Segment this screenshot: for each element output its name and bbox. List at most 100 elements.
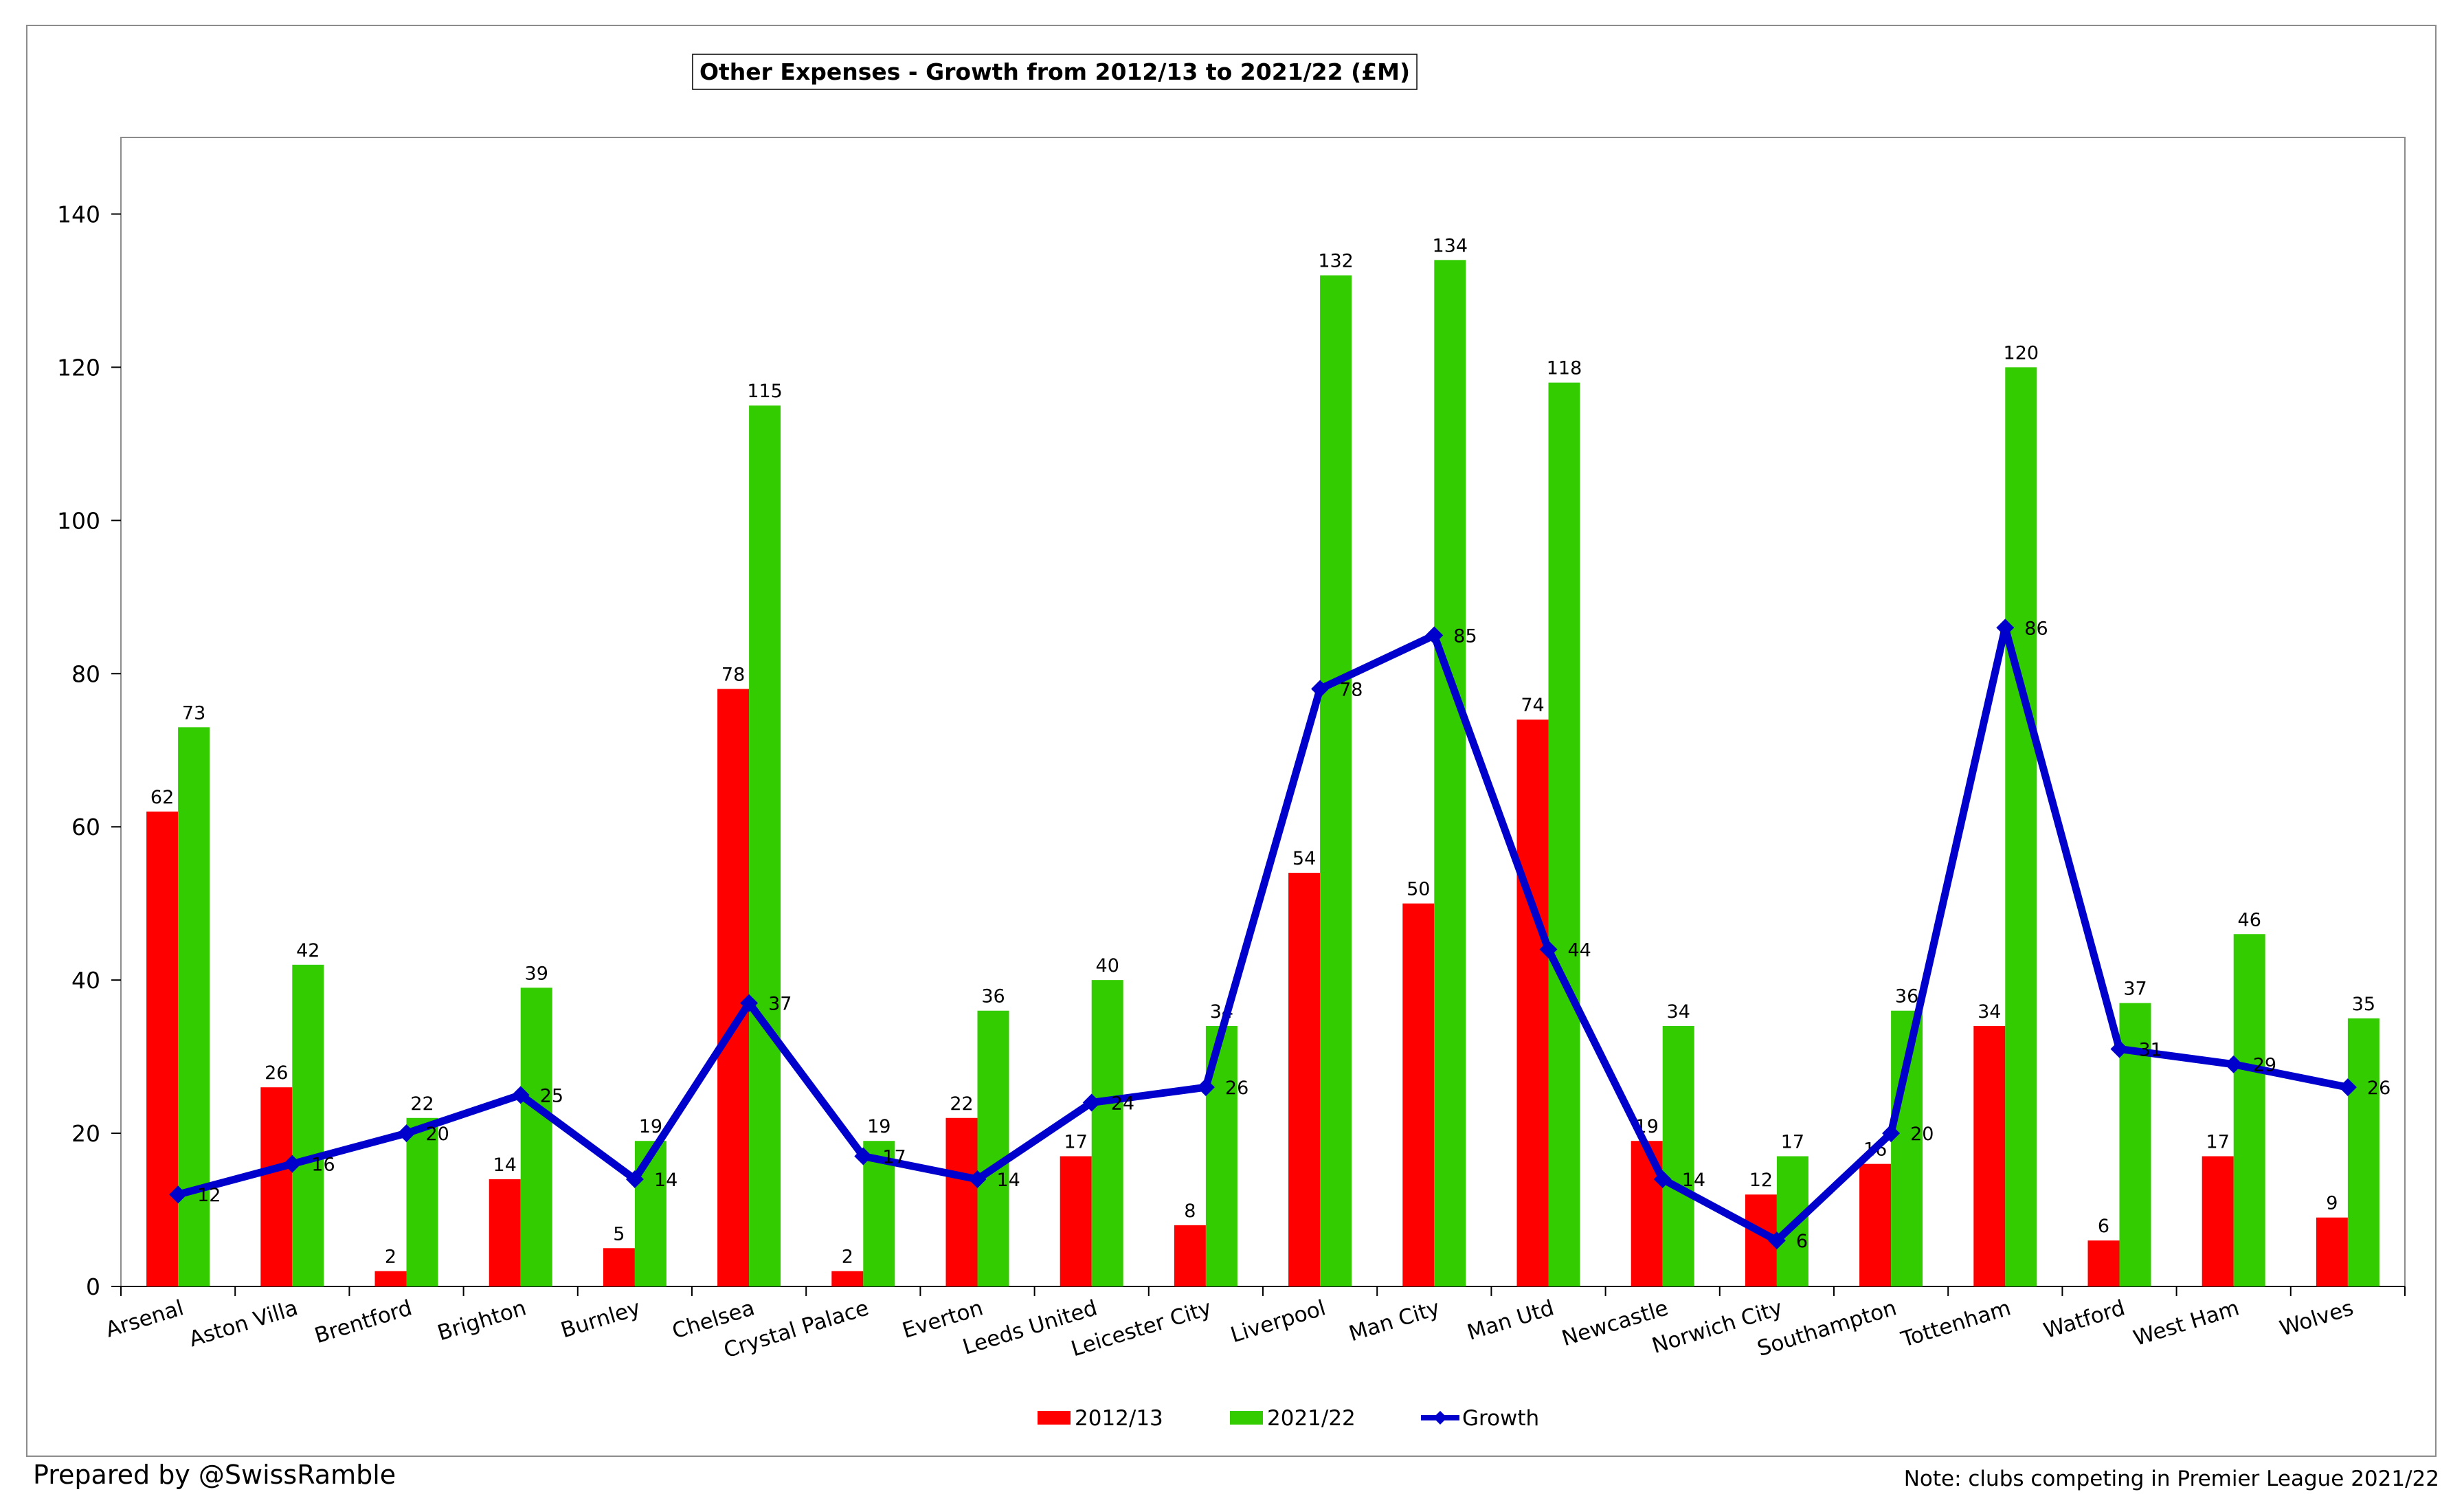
growth-data-label: 25 — [540, 1085, 563, 1106]
legend-marker — [1433, 1411, 1447, 1425]
bar-data-label: 2 — [385, 1247, 396, 1268]
bar-2012/13 — [717, 689, 750, 1286]
bar-2021/22 — [406, 1117, 438, 1286]
footer-credit: Prepared by @SwissRamble — [33, 1460, 396, 1490]
bar-data-label: 73 — [182, 702, 205, 724]
bar-2021/22 — [1548, 382, 1580, 1286]
bar-2021/22 — [749, 405, 781, 1287]
bar-data-label: 19 — [639, 1116, 662, 1137]
growth-data-label: 85 — [1453, 626, 1477, 647]
bar-2021/22 — [292, 964, 324, 1286]
legend-label: 2012/13 — [1075, 1406, 1163, 1431]
growth-marker — [1196, 1078, 1215, 1097]
bar-data-label: 14 — [493, 1155, 517, 1176]
bar-2012/13 — [2316, 1217, 2348, 1286]
growth-data-label: 37 — [768, 994, 792, 1015]
bar-2012/13 — [1288, 873, 1321, 1286]
growth-data-label: 24 — [1111, 1093, 1134, 1114]
bar-data-label: 12 — [1749, 1170, 1773, 1191]
bar-2021/22 — [520, 988, 552, 1286]
bar-data-label: 39 — [525, 963, 548, 984]
bar-2012/13 — [489, 1179, 521, 1286]
bar-data-label: 54 — [1292, 848, 1316, 869]
y-tick-label: 100 — [57, 507, 100, 534]
growth-data-label: 17 — [882, 1147, 906, 1168]
x-tick-label: Liverpool — [1228, 1295, 1329, 1348]
bar-2021/22 — [1662, 1026, 1694, 1286]
legend-swatch — [1038, 1411, 1071, 1425]
growth-marker — [1996, 618, 2015, 637]
y-tick-label: 120 — [57, 354, 100, 381]
chart-title-box — [692, 54, 1418, 90]
footer-note: Note: clubs competing in Premier League … — [1903, 1467, 2439, 1491]
x-tick-label: Man City — [1346, 1295, 1443, 1346]
y-tick-label: 80 — [71, 660, 100, 687]
growth-data-label: 26 — [1225, 1078, 1248, 1099]
bar-2012/13 — [2202, 1156, 2234, 1286]
growth-marker — [169, 1185, 188, 1204]
growth-marker — [2224, 1055, 2243, 1073]
y-tick-label: 0 — [86, 1273, 100, 1300]
growth-marker — [1539, 940, 1558, 959]
growth-marker — [1311, 680, 1330, 698]
x-tick-label: Arsenal — [103, 1295, 187, 1342]
bar-data-label: 17 — [1064, 1132, 1088, 1153]
growth-marker — [2338, 1078, 2357, 1097]
x-tick-label: Burnley — [558, 1295, 643, 1343]
bar-data-label: 17 — [2206, 1132, 2230, 1153]
growth-marker — [2110, 1040, 2129, 1058]
bar-data-label: 115 — [747, 381, 783, 402]
growth-data-label: 29 — [2253, 1055, 2276, 1076]
x-tick-label: Aston Villa — [186, 1295, 301, 1352]
growth-marker — [283, 1155, 302, 1173]
bar-data-label: 26 — [265, 1062, 288, 1084]
chart-title: Other Expenses - Growth from 2012/13 to … — [699, 58, 1410, 85]
growth-marker — [397, 1124, 416, 1143]
growth-data-label: 14 — [997, 1170, 1020, 1191]
bar-2012/13 — [831, 1271, 864, 1286]
bar-2021/22 — [2005, 367, 2037, 1286]
bar-2021/22 — [634, 1141, 667, 1286]
x-tick-label: West Ham — [2131, 1295, 2242, 1351]
bar-data-label: 34 — [1667, 1001, 1690, 1023]
bar-2021/22 — [1434, 260, 1466, 1286]
growth-data-label: 12 — [197, 1185, 221, 1206]
legend-swatch — [1230, 1411, 1263, 1425]
bar-2012/13 — [1174, 1225, 1206, 1286]
growth-data-label: 44 — [1568, 940, 1591, 961]
bar-data-label: 62 — [150, 787, 174, 808]
bar-2012/13 — [374, 1271, 407, 1286]
bar-data-label: 36 — [1895, 986, 1918, 1007]
growth-data-label: 86 — [2024, 618, 2048, 639]
growth-data-label: 78 — [1339, 680, 1363, 701]
bar-data-label: 132 — [1318, 251, 1354, 272]
bar-2012/13 — [146, 811, 179, 1286]
y-tick-label: 140 — [57, 201, 100, 227]
x-tick-label: Tottenham — [1898, 1295, 2014, 1352]
bar-2021/22 — [2347, 1018, 2379, 1286]
bar-data-label: 74 — [1521, 695, 1544, 716]
growth-data-label: 26 — [2367, 1078, 2390, 1099]
bar-data-label: 5 — [613, 1223, 625, 1245]
bar-data-label: 118 — [1547, 358, 1582, 379]
growth-data-label: 20 — [1910, 1124, 1934, 1145]
legend-label: Growth — [1462, 1406, 1539, 1431]
bar-2012/13 — [1973, 1026, 2006, 1286]
bar-data-label: 22 — [410, 1093, 434, 1115]
bar-data-label: 34 — [1978, 1001, 2001, 1023]
bar-2021/22 — [1091, 980, 1123, 1286]
growth-data-label: 16 — [311, 1155, 335, 1176]
bar-data-label: 19 — [867, 1116, 891, 1137]
growth-data-label: 6 — [1796, 1231, 1808, 1252]
bar-2012/13 — [1859, 1163, 1892, 1286]
y-tick-label: 60 — [71, 814, 100, 840]
bar-2012/13 — [260, 1087, 293, 1286]
bar-data-label: 9 — [2326, 1193, 2338, 1214]
bar-2021/22 — [1320, 275, 1352, 1286]
growth-marker — [968, 1170, 987, 1188]
bar-2021/22 — [2233, 934, 2265, 1286]
growth-marker — [1653, 1170, 1672, 1188]
bar-data-label: 22 — [950, 1093, 973, 1115]
legend-label: 2021/22 — [1267, 1406, 1356, 1431]
